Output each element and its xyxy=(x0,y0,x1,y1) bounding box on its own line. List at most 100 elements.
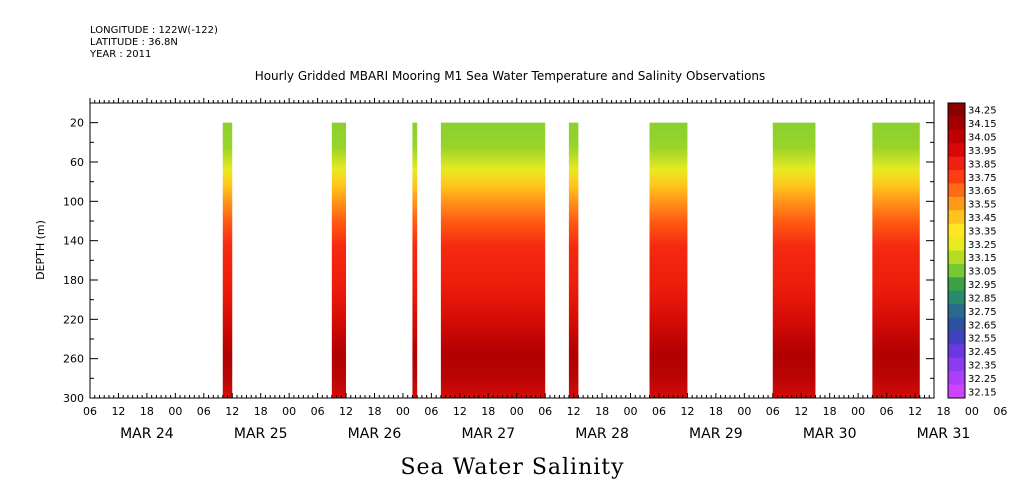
colorbar-label: 33.65 xyxy=(968,186,997,197)
colorbar-label: 34.25 xyxy=(968,106,997,117)
x-hour-tick-label: 18 xyxy=(367,405,381,418)
x-hour-tick-label: 00 xyxy=(965,405,979,418)
x-hour-tick-label: 00 xyxy=(510,405,524,418)
colorbar-swatch xyxy=(948,357,965,372)
colorbar-label: 32.15 xyxy=(968,387,997,398)
x-hour-tick-label: 06 xyxy=(652,405,666,418)
colorbar-frame xyxy=(947,102,966,399)
x-hour-tick-label: 12 xyxy=(567,405,581,418)
data-segment xyxy=(772,122,816,399)
x-day-label: MAR 30 xyxy=(803,426,857,442)
x-hour-tick-label: 12 xyxy=(111,405,125,418)
colorbar-swatch xyxy=(948,223,965,238)
data-segment xyxy=(872,122,920,399)
colorbar-swatch xyxy=(948,371,965,386)
y-tick-label: 180 xyxy=(63,274,84,287)
data-segment xyxy=(331,122,347,399)
y-axis: 20 60 100 140 180 220 260 300 xyxy=(63,117,934,405)
x-hour-tick-label: 06 xyxy=(766,405,780,418)
colorbar-label: 34.05 xyxy=(968,133,997,144)
data-segment xyxy=(222,122,233,399)
x-hour-tick-label: 12 xyxy=(453,405,467,418)
data-segment xyxy=(568,122,579,399)
y-tick-label: 260 xyxy=(63,353,84,366)
x-axis: 06 12 18 00 06 12 18 00 06 12 18 00 06 12 18 00 06 12 18 00… xyxy=(83,98,1007,442)
x-hour-tick-label: 00 xyxy=(396,405,410,418)
y-tick-label: 100 xyxy=(63,195,84,208)
colorbar-swatch xyxy=(948,277,965,292)
x-day-label: MAR 27 xyxy=(461,426,515,442)
x-hour-tick-label: 18 xyxy=(254,405,268,418)
x-hour-tick-label: 18 xyxy=(481,405,495,418)
x-hour-tick-label: 12 xyxy=(680,405,694,418)
colorbar-label: 32.25 xyxy=(968,374,997,385)
x-hour-tick-label: 06 xyxy=(83,405,97,418)
colorbar-label: 32.85 xyxy=(968,293,997,304)
colorbar-swatch xyxy=(948,384,965,399)
x-hour-tick-label: 06 xyxy=(538,405,552,418)
chart-title: Hourly Gridded MBARI Mooring M1 Sea Wate… xyxy=(254,69,766,83)
colorbar-swatch xyxy=(948,116,965,131)
colorbar-swatch xyxy=(948,237,965,251)
colorbar-label: 33.75 xyxy=(968,173,997,184)
colorbar-swatch xyxy=(948,170,965,184)
colorbar-swatch xyxy=(948,250,965,265)
x-hour-tick-label: 00 xyxy=(624,405,638,418)
colorbar-swatch xyxy=(948,156,965,171)
data-segment xyxy=(649,122,688,399)
colorbar-swatch xyxy=(948,196,965,211)
colorbar-swatch xyxy=(948,290,965,305)
colorbar-label: 33.55 xyxy=(968,200,997,211)
x-hour-tick-label: 06 xyxy=(424,405,438,418)
x-hour-tick-label: 00 xyxy=(737,405,751,418)
colorbar-label: 33.35 xyxy=(968,226,997,237)
x-hour-tick-label: 00 xyxy=(282,405,296,418)
colorbar-label: 33.95 xyxy=(968,146,997,157)
x-day-label: MAR 31 xyxy=(917,426,971,442)
x-hour-tick-label: 06 xyxy=(880,405,894,418)
x-hour-tick-label: 18 xyxy=(823,405,837,418)
colorbar: 34.25 34.15 34.05 33.95 33.85 33.75 33.65 33.55… xyxy=(947,102,997,399)
variable-name-label: Sea Water Salinity xyxy=(400,455,625,480)
data-segment xyxy=(440,122,546,399)
x-hour-tick-label: 18 xyxy=(936,405,950,418)
colorbar-swatch xyxy=(948,210,965,225)
colorbar-label: 33.85 xyxy=(968,159,997,170)
x-hour-tick-label: 12 xyxy=(794,405,808,418)
colorbar-label: 34.15 xyxy=(968,119,997,130)
x-hour-tick-label: 06 xyxy=(197,405,211,418)
colorbar-swatch xyxy=(948,263,965,278)
colorbar-label: 33.05 xyxy=(968,267,997,278)
colorbar-swatch xyxy=(948,344,965,359)
x-hour-tick-label: 18 xyxy=(709,405,723,418)
colorbar-swatch xyxy=(948,304,965,319)
x-day-label: MAR 24 xyxy=(120,426,174,442)
colorbar-swatch xyxy=(948,330,965,345)
data-segment xyxy=(412,122,418,399)
colorbar-swatch xyxy=(948,129,965,144)
y-tick-label: 60 xyxy=(70,156,84,169)
x-day-label: MAR 28 xyxy=(575,426,629,442)
latitude-label: LATITUDE : 36.8N xyxy=(90,37,178,48)
x-hour-tick-label: 00 xyxy=(851,405,865,418)
plot-area xyxy=(89,102,935,399)
colorbar-label: 33.45 xyxy=(968,213,997,224)
colorbar-label: 33.25 xyxy=(968,240,997,251)
x-hour-tick-label: 06 xyxy=(993,405,1007,418)
x-hour-tick-label: 12 xyxy=(908,405,922,418)
x-hour-tick-label: 18 xyxy=(140,405,154,418)
y-axis-title: DEPTH (m) xyxy=(34,220,47,280)
colorbar-label: 32.35 xyxy=(968,360,997,371)
x-hour-tick-label: 12 xyxy=(225,405,239,418)
colorbar-swatch xyxy=(948,103,965,117)
x-day-label: MAR 25 xyxy=(234,426,288,442)
colorbar-label: 32.55 xyxy=(968,334,997,345)
y-tick-label: 140 xyxy=(63,235,84,248)
colorbar-label: 32.95 xyxy=(968,280,997,291)
longitude-label: LONGITUDE : 122W(-122) xyxy=(90,25,218,36)
y-tick-label: 300 xyxy=(63,392,84,405)
colorbar-swatch xyxy=(948,317,965,332)
x-day-label: MAR 26 xyxy=(348,426,402,442)
y-tick-label: 20 xyxy=(70,117,84,130)
